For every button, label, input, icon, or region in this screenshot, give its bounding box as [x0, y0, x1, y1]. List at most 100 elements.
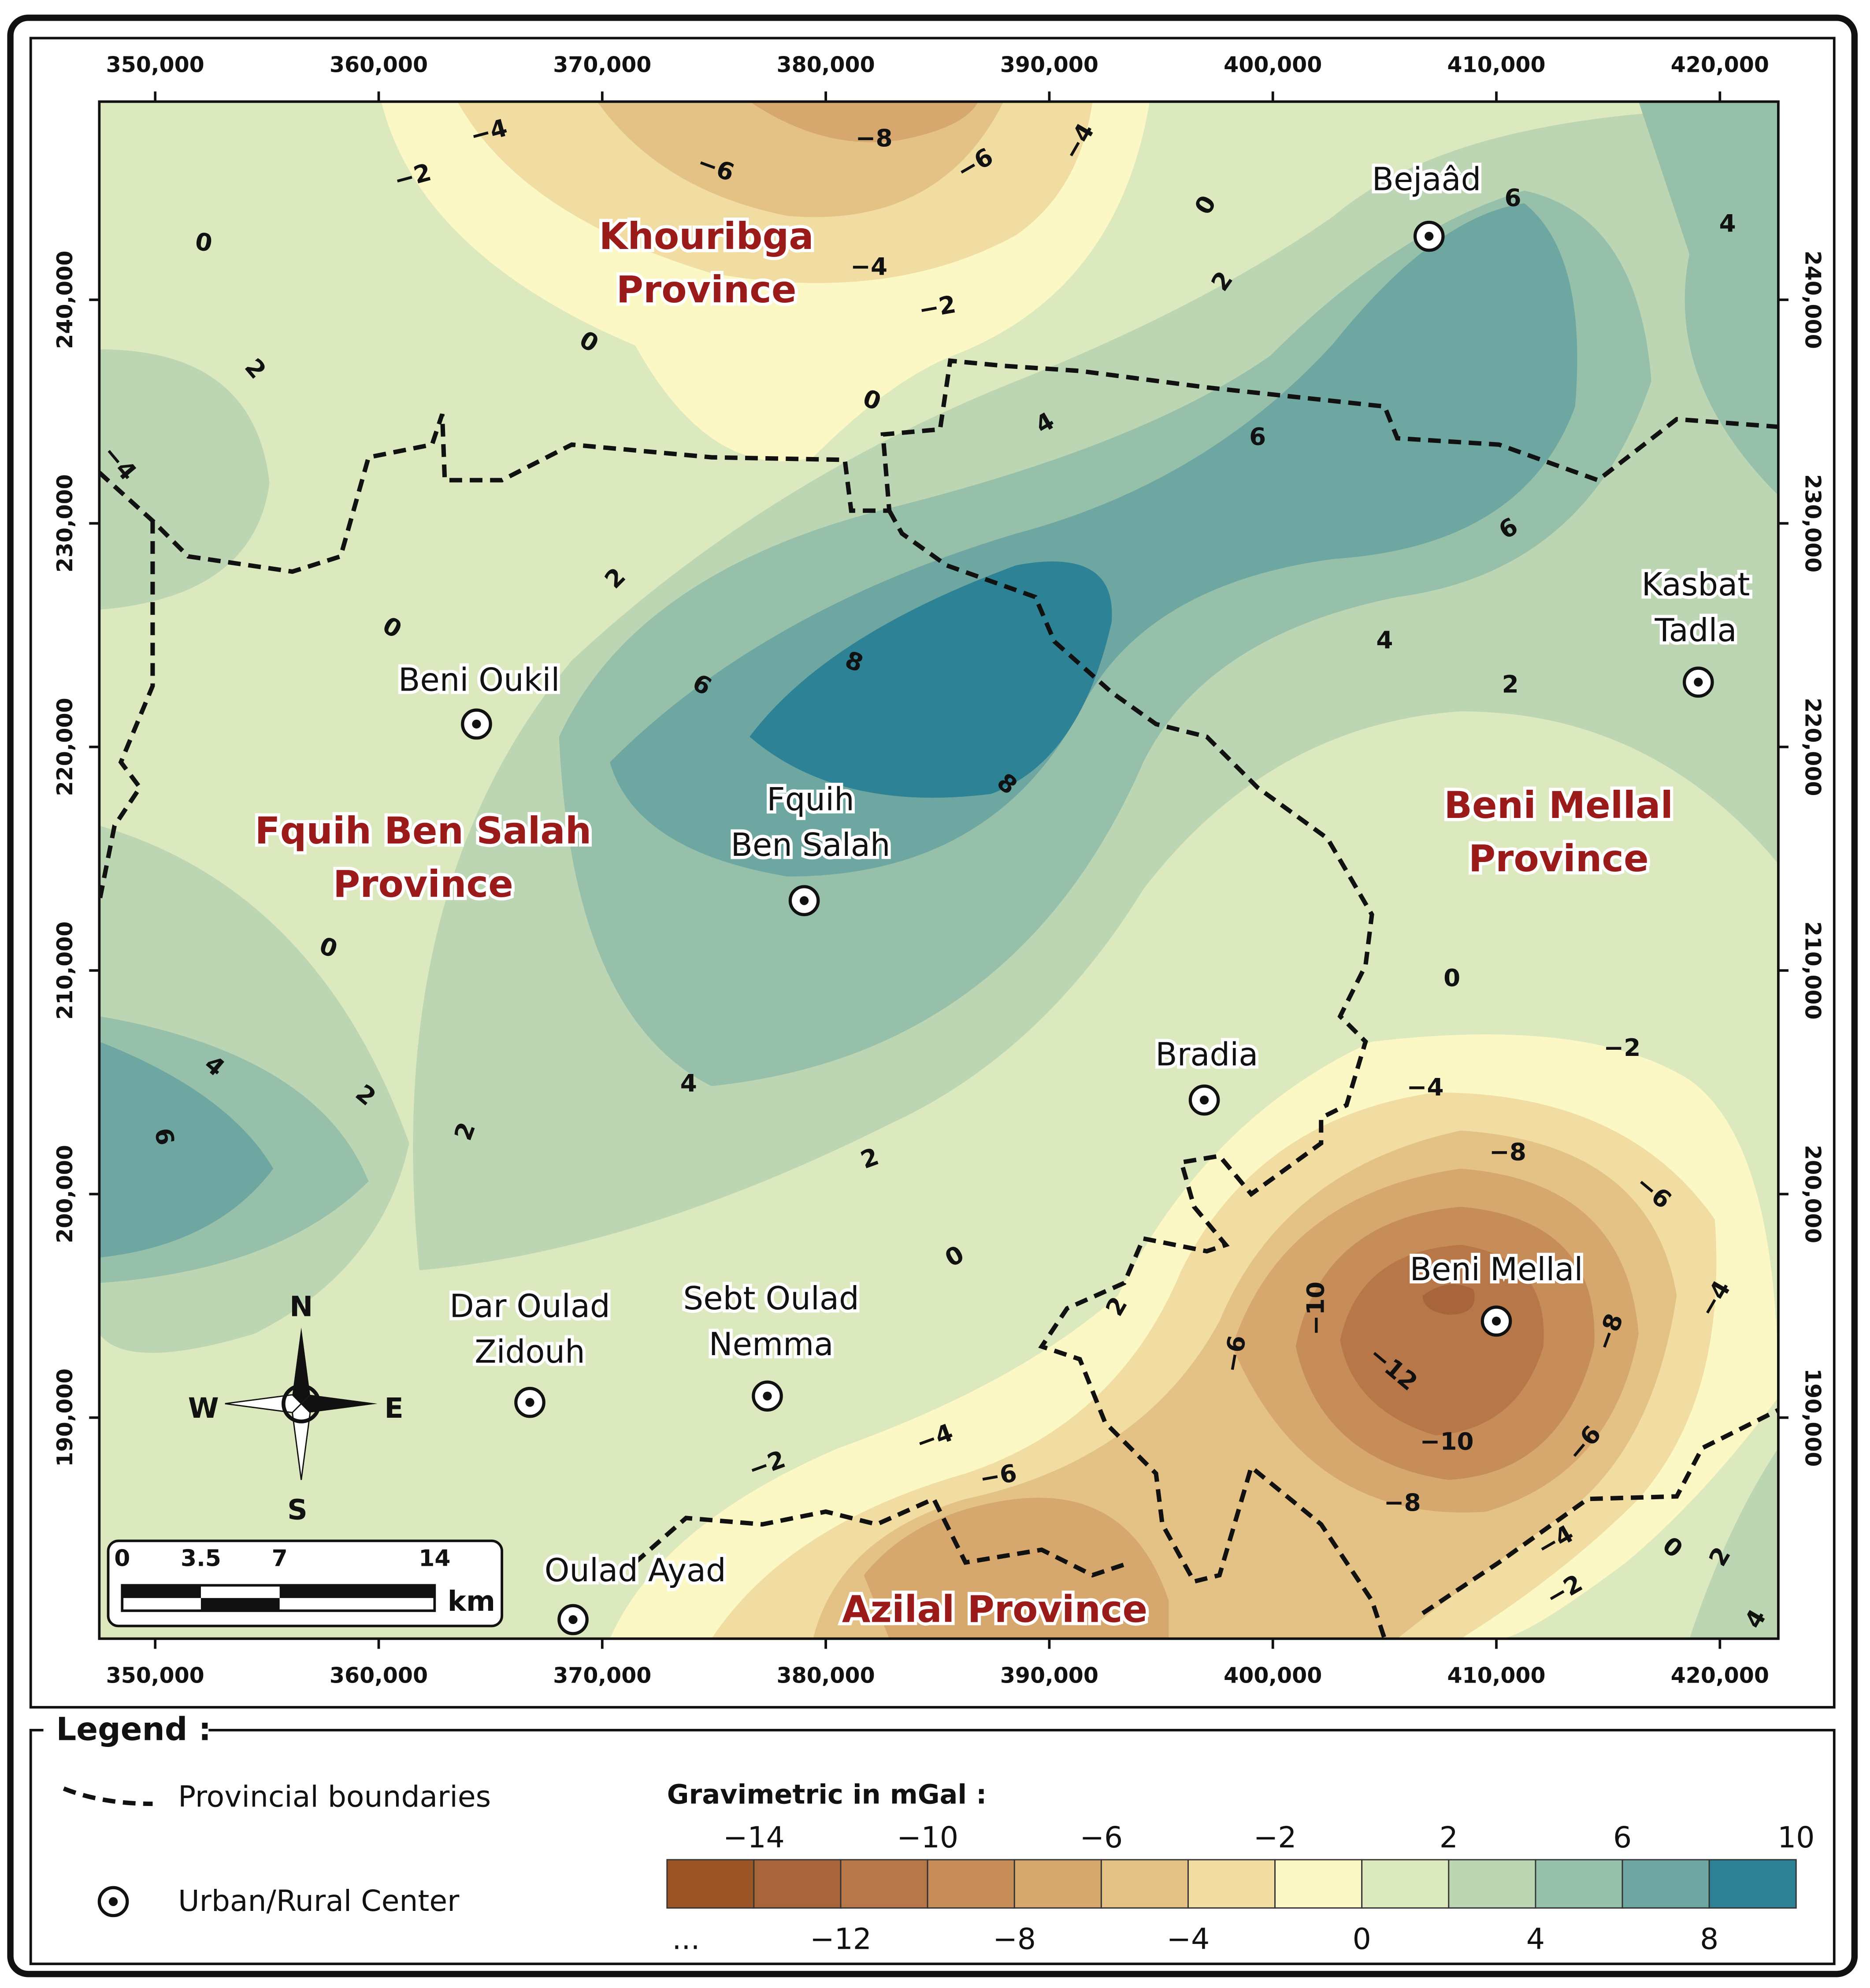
contour-label: 4: [1376, 626, 1393, 654]
center-dot: [800, 896, 809, 905]
center-label: Tadla: [1655, 612, 1737, 649]
legend-item: Urban/Rural Center: [178, 1884, 460, 1918]
province-label: Fquih Ben Salah: [255, 809, 591, 852]
scale-unit: km: [448, 1585, 495, 1617]
colorbar-bin: [927, 1859, 1015, 1909]
compass-letter: E: [384, 1392, 403, 1424]
x-tick-label: 380,000: [777, 1663, 875, 1688]
contour-fills: [99, 101, 1778, 1639]
scale-seg: [122, 1585, 201, 1598]
y-tick-label: 230,000: [52, 474, 78, 572]
center-label: Dar Oulad: [449, 1287, 610, 1324]
x-tick-label: 410,000: [1447, 1663, 1545, 1688]
y-tick-label: 220,000: [52, 698, 78, 796]
center-label: Ben Salah: [731, 826, 890, 863]
y-tick-label: 190,000: [52, 1368, 78, 1467]
province-label: Province: [333, 862, 513, 906]
colorbar-label: ...: [672, 1921, 700, 1956]
contour-label: −8: [1384, 1488, 1421, 1516]
x-tick-label: 420,000: [1671, 52, 1769, 77]
colorbar-bin: [1361, 1859, 1450, 1909]
scale-label: 14: [419, 1546, 450, 1572]
contour-label: 6: [1249, 423, 1266, 451]
colorbar-bin: [1274, 1859, 1363, 1909]
colorbar-label: −4: [1167, 1921, 1210, 1956]
colorbar-label: 8: [1700, 1921, 1718, 1956]
y-tick-label: 200,000: [1800, 1145, 1825, 1243]
colorbar-label: −2: [1254, 1820, 1297, 1854]
province-label: Beni Mellal: [1444, 784, 1673, 827]
x-tick-label: 420,000: [1671, 1663, 1769, 1688]
colorbar-label: 4: [1526, 1921, 1545, 1956]
band: [749, 561, 1112, 798]
colorbar-bin: [1187, 1859, 1276, 1909]
contour-label: −10: [1420, 1427, 1474, 1456]
center-label: Beni Mellal: [1410, 1251, 1583, 1288]
center-dot: [525, 1398, 534, 1407]
province-label: Khouribga: [599, 215, 814, 258]
center-label: Nemma: [709, 1326, 834, 1363]
x-tick-label: 370,000: [553, 52, 651, 77]
x-tick-label: 360,000: [330, 1663, 428, 1688]
y-tick-label: 190,000: [1800, 1368, 1825, 1467]
compass-letter: N: [289, 1290, 313, 1323]
x-tick-label: 400,000: [1224, 52, 1322, 77]
province-label: Azilal Province: [842, 1588, 1148, 1631]
contour-label: 0: [1443, 963, 1460, 992]
colorbar-bin: [1621, 1859, 1710, 1909]
y-tick-label: 240,000: [52, 251, 78, 349]
colorbar-label: −12: [810, 1921, 872, 1956]
center-dot: [1199, 1096, 1209, 1105]
contour-label: −2: [1603, 1033, 1640, 1062]
compass: [225, 1327, 378, 1480]
x-tick-label: 350,000: [106, 1663, 204, 1688]
colorbar-label: 10: [1777, 1820, 1814, 1854]
map-border: [98, 100, 1780, 1640]
colorbar-bin: [1100, 1859, 1189, 1909]
compass-letter: W: [188, 1392, 219, 1424]
center-label: Beni Oukil: [398, 661, 560, 698]
x-tick-label: 370,000: [553, 1663, 651, 1688]
center-label: Kasbat: [1642, 566, 1750, 603]
contour-label: −6: [978, 1459, 1019, 1493]
colorbar-bin: [666, 1859, 755, 1909]
center-dot: [472, 719, 481, 729]
contour-label: 2: [1502, 670, 1519, 699]
colorbar-label: 2: [1440, 1820, 1458, 1854]
band: [1422, 1284, 1475, 1315]
colorbar-label: −8: [993, 1921, 1036, 1956]
contour-label: −8: [1489, 1137, 1526, 1166]
x-tick-label: 400,000: [1224, 1663, 1322, 1688]
legend-title: Legend :: [56, 1710, 211, 1747]
y-tick-label: 200,000: [52, 1145, 78, 1243]
band: [99, 1041, 274, 1258]
band: [749, 101, 979, 142]
legend-boundary-symbol: [63, 1786, 153, 1806]
contour-label: −10: [1302, 1282, 1330, 1335]
x-tick-label: 380,000: [777, 52, 875, 77]
center-label: Bejaâd: [1372, 161, 1481, 198]
scale-seg: [200, 1598, 280, 1611]
x-tick-label: 360,000: [330, 52, 428, 77]
y-tick-label: 240,000: [1800, 251, 1825, 349]
x-tick-label: 390,000: [1000, 52, 1098, 77]
contour-label: −2: [916, 290, 958, 324]
band: [1340, 1245, 1544, 1436]
colorbar-label: −6: [1080, 1820, 1123, 1854]
x-tick-label: 410,000: [1447, 52, 1545, 77]
colorbar-bin: [1535, 1859, 1623, 1909]
contour-label: −4: [1407, 1073, 1444, 1101]
y-tick-label: 230,000: [1800, 474, 1825, 572]
center-dot: [1492, 1316, 1501, 1326]
provincial-boundary: [634, 1496, 1132, 1578]
colorbar-label: 6: [1613, 1820, 1632, 1854]
center-label: Bradia: [1155, 1036, 1258, 1073]
colorbar-bin: [840, 1859, 928, 1909]
center-label: Zidouh: [475, 1333, 585, 1370]
y-tick-label: 210,000: [1800, 922, 1825, 1020]
colorbar-bin: [1013, 1859, 1102, 1909]
band: [1638, 101, 1778, 496]
y-tick-label: 210,000: [52, 922, 78, 1020]
colorbar-label: 0: [1353, 1921, 1371, 1956]
